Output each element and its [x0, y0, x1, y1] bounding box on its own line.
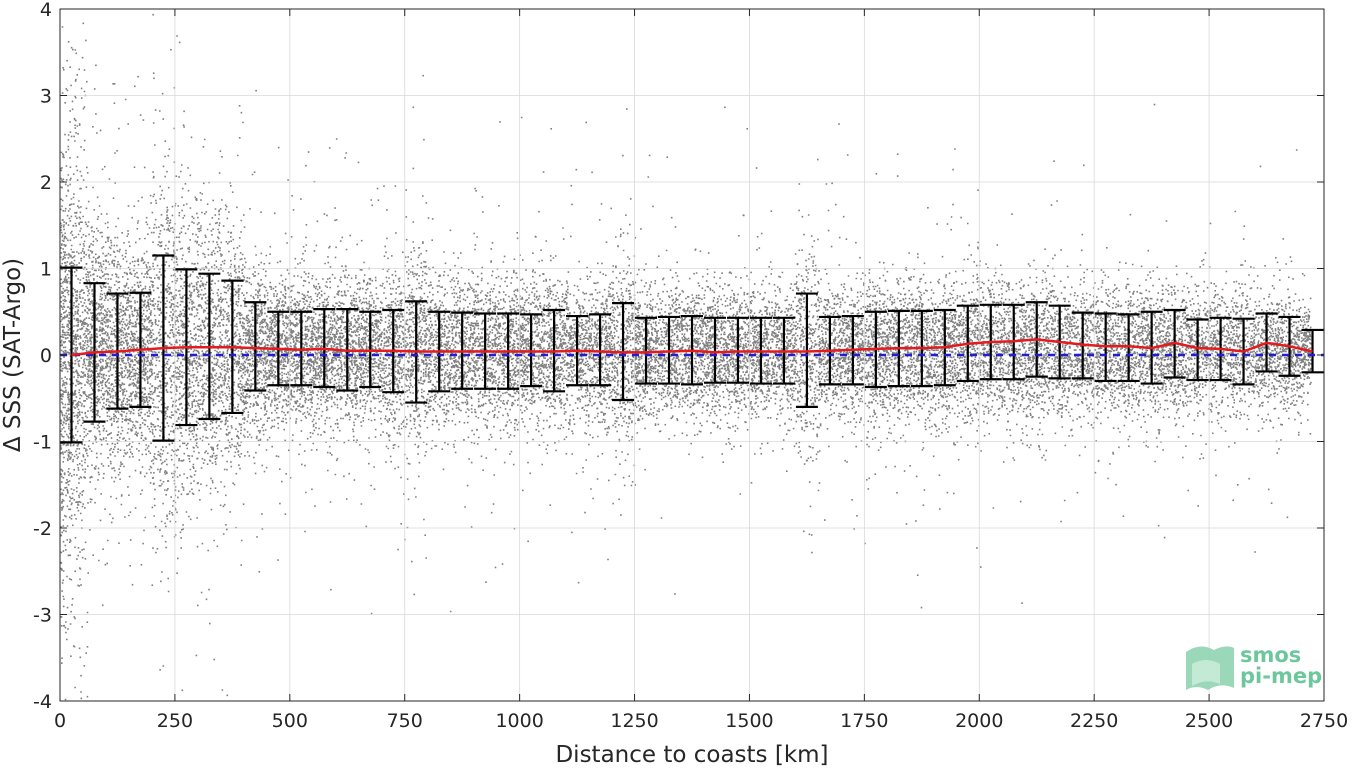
y-tick-label: -3 [33, 605, 52, 627]
error-bar [359, 310, 382, 389]
error-bar [1117, 313, 1140, 383]
x-tick-label: 1250 [610, 710, 658, 732]
y-tick-label: 4 [40, 0, 52, 21]
x-tick-label: 1500 [725, 710, 773, 732]
x-axis-label: Distance to coasts [km] [555, 742, 828, 768]
x-tick-label: 500 [272, 710, 308, 732]
x-tick-label: 2500 [1185, 710, 1233, 732]
smos-pi-mep-logo: smos pi-mep [1186, 643, 1322, 690]
scatter-points [60, 13, 1312, 701]
error-bar [795, 292, 818, 408]
x-tick-label: 0 [54, 710, 66, 732]
x-tick-label: 2250 [1070, 710, 1118, 732]
x-tick-label: 750 [387, 710, 423, 732]
x-tick-label: 250 [157, 710, 193, 732]
error-bar [520, 313, 543, 388]
error-bar [726, 316, 749, 384]
scatter-point-cloud [60, 13, 1312, 701]
x-tick-label: 2000 [955, 710, 1003, 732]
y-tick-label: 1 [40, 259, 52, 281]
x-tick-label: 2750 [1300, 710, 1348, 732]
y-tick-label: -4 [33, 691, 52, 713]
x-tick-label: 1750 [840, 710, 888, 732]
error-bar [658, 315, 681, 385]
logo-text-smos: smos [1240, 643, 1301, 667]
y-tick-label: 3 [40, 86, 52, 108]
error-bar [589, 313, 612, 387]
error-bar [60, 266, 83, 444]
error-bar [290, 310, 313, 387]
y-tick-label: -1 [33, 432, 52, 454]
error-bar [244, 301, 267, 392]
logo-wave-icon-inner [1192, 660, 1220, 686]
axis-ticks: 0 250 500 750 1000 1250 1500 1750 2000 2250 2500 27… [33, 0, 1348, 732]
error-bar [703, 316, 726, 384]
x-tick-label: 1000 [495, 710, 543, 732]
error-bar [1186, 318, 1209, 382]
logo-text-pi-mep: pi-mep [1240, 664, 1322, 688]
bin-mean-line [71, 338, 1313, 357]
y-tick-label: -2 [33, 518, 52, 540]
y-axis-label: Δ SSS (SAT-Argo) [0, 258, 26, 452]
y-tick-label: 0 [40, 345, 52, 367]
y-tick-label: 2 [40, 172, 52, 194]
error-bar [635, 316, 658, 385]
